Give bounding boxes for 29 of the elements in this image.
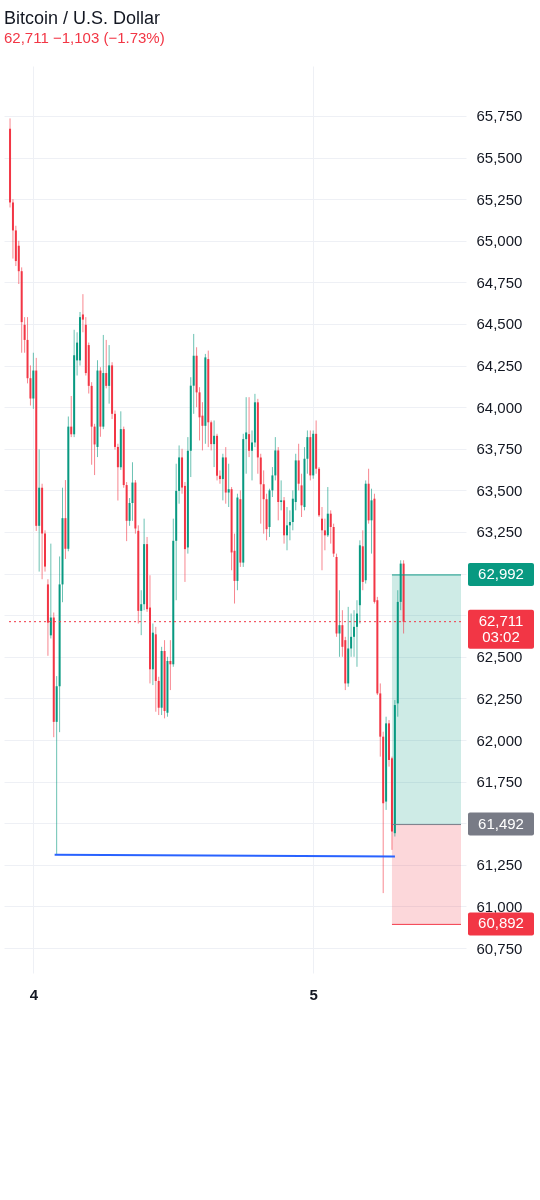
y-tick-label: 65,250 bbox=[476, 190, 523, 208]
y-tick-label: 61,000 bbox=[476, 897, 523, 915]
chart-subtitle: 62,711 −1,103 (−1.73%) bbox=[4, 29, 165, 46]
y-tick-label: 64,250 bbox=[476, 357, 523, 375]
candlestick bbox=[251, 429, 254, 481]
y-tick-label: 62,250 bbox=[476, 689, 523, 707]
y-tick-label: 64,000 bbox=[476, 398, 523, 416]
ref-line-label: 62,711 03:02 bbox=[478, 611, 524, 645]
y-tick-label: 60,750 bbox=[476, 939, 523, 957]
candlestick bbox=[286, 506, 288, 551]
candlestick bbox=[320, 506, 323, 571]
y-tick-label: 62,000 bbox=[476, 731, 523, 749]
x-tick-label: 4 bbox=[29, 985, 39, 1003]
ref-line-label: 62,992 bbox=[478, 564, 524, 582]
y-tick-label: 63,750 bbox=[476, 440, 523, 458]
y-tick-label: 64,750 bbox=[476, 273, 523, 291]
x-tick-label: 5 bbox=[309, 985, 318, 1003]
y-tick-label: 62,500 bbox=[476, 648, 523, 666]
ref-line-label: 61,492 bbox=[478, 814, 524, 832]
y-tick-label: 61,750 bbox=[476, 773, 523, 791]
ref-line-label: 60,892 bbox=[478, 914, 524, 932]
y-tick-label: 64,500 bbox=[476, 315, 523, 333]
chart-title: Bitcoin / U.S. Dollar bbox=[4, 8, 161, 28]
y-tick-label: 63,250 bbox=[476, 523, 523, 541]
y-tick-label: 63,500 bbox=[476, 481, 523, 499]
y-tick-label: 65,500 bbox=[476, 149, 523, 167]
y-tick-label: 61,250 bbox=[476, 856, 523, 874]
y-tick-label: 65,000 bbox=[476, 232, 523, 250]
y-tick-label: 65,750 bbox=[476, 107, 523, 125]
